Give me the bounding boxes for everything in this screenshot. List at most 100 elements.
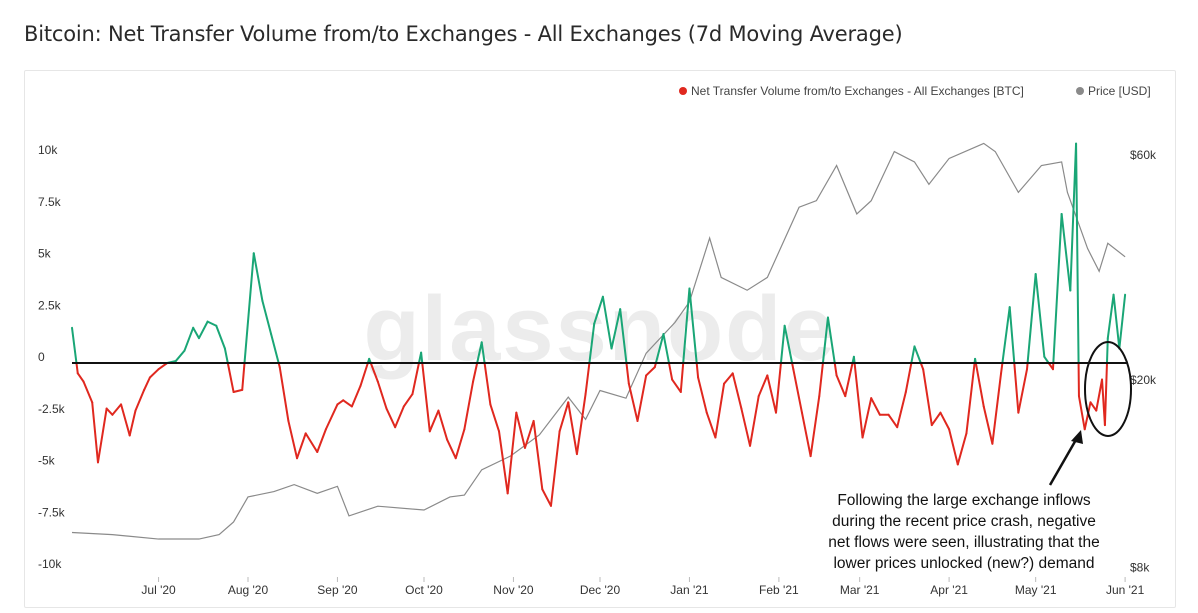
net-flow-segment-negative (446, 438, 457, 460)
net-flow-segment-negative (1000, 362, 1004, 375)
x-tick-label: May '21 (1015, 583, 1057, 597)
net-flow-segment-negative (982, 405, 994, 445)
net-flow-segment-negative (532, 419, 544, 491)
annotation-line-2: during the recent price crash, negative (832, 513, 1096, 530)
chart-panel (24, 70, 1176, 608)
net-flow-segment-positive (619, 308, 628, 364)
net-flow-segment-negative (991, 372, 1003, 445)
net-flow-segment-negative (472, 362, 479, 383)
net-flow-segment-negative (853, 362, 864, 439)
net-flow-segment-positive (779, 324, 786, 364)
net-flow-segment-negative (394, 405, 405, 429)
annotation: Following the large exchange inflows dur… (828, 341, 1132, 572)
net-flow-segment-negative (342, 399, 353, 408)
net-flow-segment-negative (463, 380, 475, 431)
net-flow-segment-positive (688, 287, 698, 364)
net-flow-segment-positive (913, 345, 922, 364)
y-left-tick-label: -5k (38, 454, 56, 468)
y-left-tick-label: 7.5k (38, 195, 62, 209)
net-flow-segment-negative (232, 388, 244, 393)
legend-net-flow-label[interactable]: Net Transfer Volume from/to Exchanges - … (691, 84, 1024, 98)
x-tick-label: Mar '21 (840, 583, 880, 597)
net-flow-segment-negative (584, 362, 591, 396)
net-flow-segment-negative (697, 376, 708, 414)
y-left-tick-label: 5k (38, 247, 52, 261)
net-flow-segment-negative (645, 366, 656, 377)
net-flow-segment-negative (1077, 395, 1086, 431)
net-flow-segment-negative (775, 362, 782, 414)
net-flow-segment-negative (82, 380, 94, 404)
net-flow-segment-negative (1026, 362, 1029, 371)
y-left-tick-label: 10k (38, 143, 58, 157)
x-tick-label: Jun '21 (1106, 583, 1145, 597)
net-flow-segment-negative (1089, 401, 1098, 412)
net-flow-segment-negative (1103, 362, 1108, 427)
net-flow-segment-positive (215, 324, 226, 350)
arrow-head (1071, 430, 1083, 444)
net-flow-segment-positive (593, 295, 604, 325)
net-flow-segment-negative (922, 368, 933, 427)
net-flow-segment-negative (489, 403, 501, 433)
net-flow-segment-negative (791, 362, 795, 371)
net-flow-segment-negative (1013, 362, 1020, 414)
net-flow-series (71, 142, 1127, 507)
net-flow-segment-negative (549, 430, 561, 507)
net-flow-segment-negative (714, 382, 726, 439)
net-flow-segment-positive (1060, 212, 1072, 292)
net-flow-segment-negative (75, 362, 79, 375)
net-flow-segment-negative (91, 401, 99, 464)
net-flow-segment-negative (385, 407, 397, 429)
net-flow-segment-negative (731, 372, 743, 410)
x-tick-label: Jan '21 (670, 583, 709, 597)
net-flow-segment-positive (197, 320, 209, 340)
net-flow-segment-negative (515, 411, 526, 449)
net-flow-segment-negative (376, 380, 388, 410)
net-flow-segment-negative (558, 401, 570, 433)
net-flow-segment-negative (679, 362, 685, 393)
net-flow-segment-negative (278, 366, 290, 422)
net-flow-segment-negative (870, 397, 881, 416)
net-flow-segment-negative (402, 393, 414, 408)
net-flow-segment-negative (671, 378, 682, 393)
net-flow-segment-negative (1095, 378, 1104, 412)
net-flow-segment-negative (723, 372, 734, 385)
net-flow-segment-positive (1069, 142, 1078, 292)
net-flow-segment-negative (809, 395, 821, 458)
net-flow-segment-positive (910, 345, 916, 364)
net-flow-segment-negative (636, 374, 648, 422)
net-flow-segment-positive (1112, 293, 1121, 350)
net-flow-segment-negative (919, 362, 925, 371)
net-flow-segment-negative (324, 403, 339, 431)
y-right-tick-label: $20k (1130, 373, 1157, 387)
net-flow-segment-negative (437, 409, 449, 441)
net-flow-segment-positive (252, 252, 264, 302)
net-flow-segment-negative (695, 362, 700, 379)
legend-price-label[interactable]: Price [USD] (1088, 84, 1151, 98)
net-flow-segment-positive (588, 322, 596, 364)
net-flow-segment-negative (766, 374, 777, 414)
net-flow-segment-positive (192, 326, 200, 340)
net-flow-segment-positive (174, 349, 186, 362)
net-flow-segment-negative (287, 419, 299, 460)
y-left-tick-label: 0 (38, 350, 45, 364)
net-flow-segment-positive (610, 308, 622, 350)
net-flow-segment-negative (523, 419, 535, 449)
net-flow-segment-negative (887, 413, 899, 429)
net-flow-segment-negative (896, 390, 907, 429)
legend-net-flow-marker (679, 87, 687, 95)
net-flow-segment-negative (792, 368, 803, 414)
net-flow-segment-negative (800, 411, 812, 458)
y-left-tick-label: -10k (38, 557, 62, 571)
net-flow-segment-negative (350, 384, 362, 408)
net-flow-segment-negative (749, 395, 760, 447)
net-flow-segment-positive (223, 347, 229, 364)
net-flow-segment-negative (241, 362, 246, 391)
net-flow-segment-negative (965, 362, 976, 435)
net-flow-segment-negative (506, 411, 518, 495)
highlight-ellipse (1084, 341, 1132, 437)
net-flow-segment-positive (654, 333, 665, 364)
net-flow-segment-positive (1043, 355, 1050, 364)
net-flow-segment-negative (541, 488, 552, 507)
net-flow-segment-negative (844, 362, 854, 398)
